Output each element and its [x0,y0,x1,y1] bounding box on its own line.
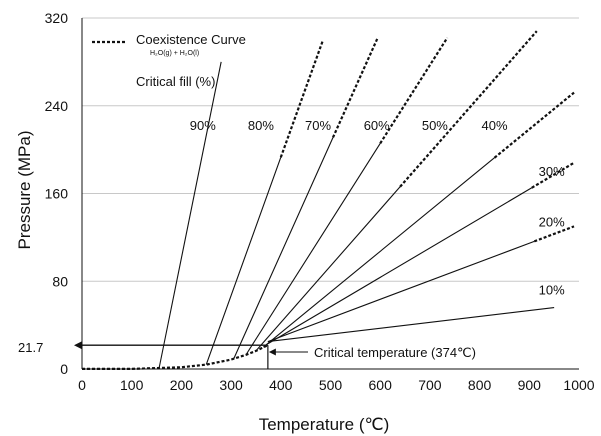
reference-line-label: 21.7 [18,340,43,355]
isochore-line-60 [245,143,381,356]
isochore-line-20 [267,240,535,343]
x-tick-label-900: 900 [518,377,542,393]
legend-subtitle: Critical fill (%) [136,74,215,89]
x-tick-label-400: 400 [269,377,293,393]
x-tick-label-0: 0 [78,377,86,393]
y-tick-label-160: 160 [45,186,69,202]
x-tick-label-800: 800 [468,377,492,393]
isochore-dotted-30 [531,161,575,189]
x-tick-label-1000: 1000 [563,377,594,393]
reference-arrow-head [74,341,82,350]
isochore-dotted-60 [379,37,449,144]
coexistence-curve [82,344,269,370]
series-label-80: 80% [248,118,274,133]
isochore-dotted-50 [399,30,538,188]
isochore-dotted-70 [331,37,379,138]
axes: 0 100 200 300 400 500 600 700 800 900 1000 0 80 160 24… [45,10,595,393]
series-label-60: 60% [364,118,390,133]
series-label-90: 90% [190,118,216,133]
series-label-70: 70% [305,118,331,133]
plot-lines: 90% 80% 70% 60% 50% 40% 30% 20% 10% [74,30,575,370]
y-axis-title: Pressure (MPa) [15,130,34,249]
isochore-line-30 [267,187,533,345]
isochore-dotted-80 [279,39,325,158]
y-tick-label-320: 320 [45,10,69,26]
critical-temperature-label: Critical temperature (374℃) [314,345,476,360]
x-axis-title: Temperature (℃) [259,415,390,434]
series-label-30: 30% [539,164,565,179]
y-tick-label-80: 80 [52,273,68,289]
y-tick-label-0: 0 [60,361,68,377]
isochore-line-10 [267,307,555,343]
isochore-line-80 [205,157,282,365]
isochore-dotted-40 [493,91,575,159]
y-tick-label-240: 240 [45,98,69,114]
x-tick-label-100: 100 [120,377,144,393]
x-tick-label-200: 200 [170,377,194,393]
grid-lines [82,17,579,282]
critical-label-arrow-head [268,348,276,356]
x-tick-label-500: 500 [319,377,343,393]
legend-entry-label: Coexistence Curve [136,32,246,47]
series-label-40: 40% [481,118,507,133]
isochore-dotted-20 [533,225,575,243]
isochore-line-90 [158,61,222,369]
isochore-line-70 [233,137,334,360]
legend-formula: H₂O(g) + H₂O(l) [150,50,199,57]
x-tick-label-600: 600 [369,377,393,393]
series-label-50: 50% [422,118,448,133]
series-label-10: 10% [539,282,565,297]
isochore-line-50 [255,186,401,352]
x-tick-label-300: 300 [219,377,243,393]
isochore-line-40 [263,157,495,348]
series-label-20: 20% [539,214,565,229]
x-tick-label-700: 700 [418,377,442,393]
legend: Coexistence Curve H₂O(g) + H₂O(l) Critic… [92,32,246,89]
